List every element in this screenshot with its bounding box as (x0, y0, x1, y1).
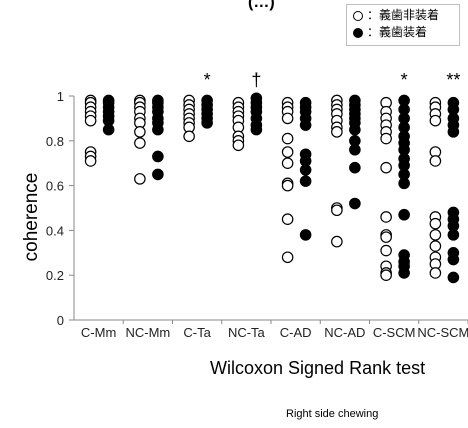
x-tick-label: C-Ta (183, 325, 211, 340)
significance-mark: * (204, 70, 211, 90)
data-point-removed (281, 112, 294, 125)
x-tick-label: NC-SCM (417, 325, 468, 340)
x-tick-label: C-SCM (373, 325, 416, 340)
data-point-worn (250, 123, 263, 136)
data-point-removed (331, 126, 343, 138)
data-point-worn (152, 123, 164, 136)
data-point-worn (398, 177, 410, 190)
y-tick-label: 0.6 (46, 179, 64, 194)
data-point-worn (102, 123, 115, 136)
data-point-removed (134, 126, 146, 138)
filled-circle-icon (353, 27, 363, 38)
data-point-removed (380, 211, 392, 223)
data-point-worn (349, 143, 361, 156)
data-point-worn (447, 271, 460, 284)
header-partial: (…) (248, 0, 275, 11)
data-point-removed (380, 161, 392, 174)
open-circle-icon (353, 10, 363, 21)
data-point-worn (398, 208, 410, 221)
data-point-worn (349, 123, 361, 136)
data-point-removed (429, 217, 442, 230)
legend-label-removed: ：義歯非装着 (367, 8, 440, 22)
data-point-removed (380, 231, 392, 243)
significance-mark: ** (446, 70, 460, 90)
y-tick-label: 0 (57, 313, 64, 328)
data-point-removed (331, 235, 343, 248)
data-point-removed (281, 213, 294, 225)
y-tick-label: 0.4 (46, 223, 64, 238)
data-point-worn (447, 126, 460, 138)
data-point-removed (281, 146, 294, 158)
x-axis-title: Wilcoxon Signed Rank test (210, 358, 426, 378)
data-point-worn (349, 197, 361, 210)
x-tick-label: C-AD (280, 325, 312, 340)
data-point-worn (201, 117, 213, 129)
footer-note: Right side chewing (286, 408, 379, 420)
y-tick-label: 0.8 (46, 134, 64, 149)
data-point-removed (429, 155, 442, 167)
data-point-removed (429, 229, 442, 241)
data-point-removed (331, 204, 343, 217)
x-tick-label: NC-Mm (125, 325, 170, 340)
data-point-removed (429, 114, 442, 127)
data-point-worn (299, 119, 312, 131)
data-point-removed (380, 269, 392, 281)
data-point-worn (299, 229, 312, 241)
y-tick-label: 0.2 (46, 268, 64, 283)
data-point-worn (299, 164, 312, 176)
legend-item-removed: ：義歯非装着 (353, 7, 453, 24)
data-point-worn (398, 267, 410, 279)
data-point-worn (447, 253, 460, 266)
data-point-removed (183, 130, 195, 143)
data-point-removed (84, 155, 97, 167)
legend-label-worn: ：義歯装着 (367, 25, 428, 39)
legend: ：義歯非装着 ：義歯装着 (346, 4, 460, 46)
data-point-removed (134, 173, 146, 185)
data-point-removed (429, 267, 442, 279)
data-point-removed (380, 244, 392, 257)
data-point-removed (84, 114, 97, 127)
x-tick-label: C-Mm (81, 325, 116, 340)
data-point-worn (152, 168, 164, 181)
data-point-worn (349, 161, 361, 174)
data-point-removed (281, 157, 294, 169)
significance-mark: † (251, 70, 261, 90)
data-point-removed (232, 139, 245, 152)
legend-item-worn: ：義歯装着 (353, 24, 453, 41)
significance-mark: * (401, 70, 408, 90)
data-point-removed (281, 251, 294, 264)
data-point-removed (380, 132, 392, 145)
y-tick-label: 1 (57, 89, 64, 104)
data-point-removed (429, 240, 442, 252)
data-point-worn (447, 229, 460, 241)
x-tick-label: NC-Ta (228, 325, 266, 340)
data-point-removed (134, 137, 146, 149)
x-tick-label: NC-AD (324, 325, 365, 340)
data-point-worn (299, 175, 312, 187)
data-point-removed (281, 179, 294, 192)
data-point-worn (152, 150, 164, 163)
data-point-removed (281, 132, 294, 145)
